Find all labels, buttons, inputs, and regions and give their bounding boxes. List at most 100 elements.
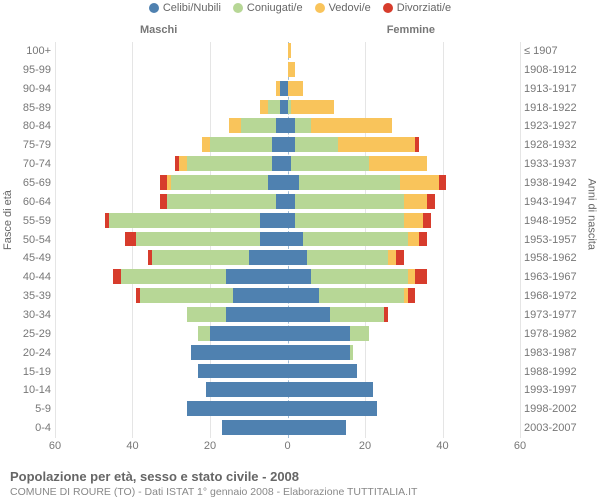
age-label: 5-9 (7, 400, 51, 419)
legend-swatch (149, 3, 159, 13)
birth-year-label: 1973-1977 (524, 306, 592, 325)
bar-segment (295, 194, 404, 209)
bar-segment (288, 382, 373, 397)
legend-item: Coniugati/e (233, 2, 303, 14)
birth-year-label: 1983-1987 (524, 344, 592, 363)
bar-segment (288, 345, 350, 360)
legend-swatch (383, 3, 393, 13)
birth-year-label: ≤ 1907 (524, 42, 592, 61)
bar-segment (288, 213, 296, 228)
bar-segment (288, 250, 307, 265)
bar-female (288, 100, 335, 115)
bar-male (187, 307, 288, 322)
bar-segment (280, 100, 288, 115)
bar-segment (222, 420, 288, 435)
bar-segment (288, 118, 296, 133)
age-row: 40-441963-1967 (55, 268, 520, 287)
x-tick-label: 40 (436, 440, 448, 452)
bar-segment (330, 307, 384, 322)
bar-segment (288, 326, 350, 341)
legend-item: Divorziati/e (383, 2, 451, 14)
legend-item: Celibi/Nubili (149, 2, 221, 14)
age-row: 75-791928-1932 (55, 136, 520, 155)
bar-segment (288, 43, 292, 58)
birth-year-label: 2003-2007 (524, 419, 592, 438)
bar-segment (404, 194, 427, 209)
bar-segment (338, 137, 416, 152)
bar-female (288, 382, 373, 397)
bar-male (175, 156, 287, 171)
chart-subtitle: COMUNE DI ROURE (TO) - Dati ISTAT 1° gen… (10, 486, 590, 498)
bar-segment (288, 175, 300, 190)
age-row: 30-341973-1977 (55, 306, 520, 325)
age-row: 70-741933-1937 (55, 155, 520, 174)
birth-year-label: 1943-1947 (524, 193, 592, 212)
x-axis: 6040200204060 (55, 440, 520, 456)
age-label: 95-99 (7, 61, 51, 80)
bar-segment (288, 364, 358, 379)
bar-segment (136, 232, 260, 247)
legend-label: Divorziati/e (397, 2, 451, 14)
birth-year-label: 1953-1957 (524, 231, 592, 250)
birth-year-label: 1918-1922 (524, 99, 592, 118)
bar-segment (288, 81, 304, 96)
column-header-female: Femmine (387, 24, 435, 36)
age-label: 100+ (7, 42, 51, 61)
bar-segment (241, 118, 276, 133)
birth-year-label: 1923-1927 (524, 117, 592, 136)
age-row: 0-42003-2007 (55, 419, 520, 438)
bar-segment (288, 194, 296, 209)
bar-segment (369, 156, 427, 171)
bar-segment (408, 288, 416, 303)
bar-male (202, 137, 287, 152)
bar-segment (191, 345, 288, 360)
bar-male (136, 288, 287, 303)
bar-segment (260, 213, 287, 228)
bar-segment (423, 213, 431, 228)
age-row: 20-241983-1987 (55, 344, 520, 363)
age-label: 85-89 (7, 99, 51, 118)
bar-female (288, 250, 404, 265)
age-label: 50-54 (7, 231, 51, 250)
plot-area: 100+≤ 190795-991908-191290-941913-191785… (55, 42, 520, 438)
bar-male (187, 401, 288, 416)
bar-female (288, 326, 369, 341)
birth-year-label: 1993-1997 (524, 381, 592, 400)
age-row: 10-141993-1997 (55, 381, 520, 400)
bar-segment (288, 137, 296, 152)
birth-year-label: 1963-1967 (524, 268, 592, 287)
bar-segment (260, 100, 268, 115)
bar-female (288, 118, 393, 133)
age-label: 65-69 (7, 174, 51, 193)
bar-segment (229, 118, 241, 133)
bar-female (288, 401, 377, 416)
bar-segment (419, 232, 427, 247)
bar-segment (280, 81, 288, 96)
bar-segment (167, 194, 276, 209)
bar-male (148, 250, 288, 265)
birth-year-label: 1908-1912 (524, 61, 592, 80)
age-row: 95-991908-1912 (55, 61, 520, 80)
bar-segment (288, 288, 319, 303)
bar-segment (233, 288, 287, 303)
bar-segment (249, 250, 288, 265)
bar-male (198, 364, 287, 379)
age-row: 50-541953-1957 (55, 231, 520, 250)
legend-label: Celibi/Nubili (163, 2, 221, 14)
bar-segment (210, 137, 272, 152)
bar-female (288, 194, 435, 209)
column-header-male: Maschi (140, 24, 177, 36)
bar-female (288, 420, 346, 435)
bar-segment (408, 269, 416, 284)
age-row: 80-841923-1927 (55, 117, 520, 136)
birth-year-label: 1938-1942 (524, 174, 592, 193)
age-label: 20-24 (7, 344, 51, 363)
x-tick-label: 20 (359, 440, 371, 452)
age-row: 5-91998-2002 (55, 400, 520, 419)
age-row: 25-291978-1982 (55, 325, 520, 344)
bar-segment (400, 175, 439, 190)
bar-female (288, 232, 428, 247)
age-label: 35-39 (7, 287, 51, 306)
bar-segment (121, 269, 226, 284)
bar-male (160, 194, 288, 209)
